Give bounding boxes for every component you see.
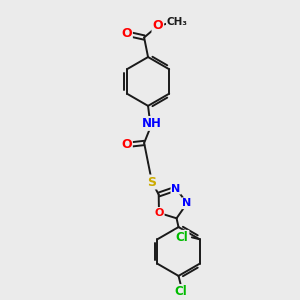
Text: O: O	[154, 208, 164, 218]
Text: Cl: Cl	[176, 231, 188, 244]
Text: NH: NH	[142, 117, 162, 130]
Text: N: N	[182, 198, 192, 208]
Text: S: S	[148, 176, 157, 188]
Text: CH₃: CH₃	[167, 17, 188, 27]
Text: N: N	[171, 184, 181, 194]
Text: O: O	[152, 19, 163, 32]
Text: O: O	[121, 27, 132, 40]
Text: O: O	[121, 138, 132, 152]
Text: Cl: Cl	[174, 285, 187, 298]
